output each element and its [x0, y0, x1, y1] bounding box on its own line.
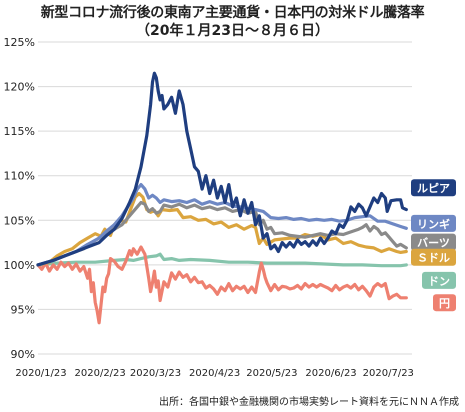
y-tick-label: 110%	[4, 170, 35, 183]
series-label-box-3	[411, 248, 456, 266]
chart-title-line1: 新型コロナ流行後の東南ア主要通貨・日本円の対米ドル騰落率	[40, 5, 425, 21]
series-label-box-2	[411, 233, 456, 251]
series-label-box-0	[411, 179, 456, 197]
x-tick-label: 2020/5/23	[246, 368, 297, 379]
series-label-box-1	[411, 214, 456, 232]
x-tick-label: 2020/3/23	[130, 368, 181, 379]
y-tick-label: 90%	[11, 348, 35, 361]
x-tick-label: 2020/4/23	[189, 368, 240, 379]
series-label-0: ルピア	[417, 182, 450, 195]
x-tick-label: 2020/7/23	[363, 368, 414, 379]
chart-title-line2: （20年１月23日～８月６日）	[136, 23, 329, 39]
series-label-2: バーツ	[417, 237, 450, 250]
y-tick-label: 115%	[4, 125, 35, 138]
source-note: 出所：各国中銀や金融機関の市場実勢レート資料を元にＮＮＡ作成	[159, 397, 459, 408]
y-tick-label: 105%	[4, 214, 35, 227]
y-tick-label: 120%	[4, 81, 35, 94]
series-label-box-4	[422, 271, 456, 289]
series-label-4: ドン	[428, 275, 450, 288]
series-label-box-5	[433, 294, 456, 312]
x-tick-label: 2020/2/23	[75, 368, 126, 379]
chart-title: 新型コロナ流行後の東南ア主要通貨・日本円の対米ドル騰落率 （20年１月23日～８…	[0, 4, 465, 40]
series-label-5: 円	[439, 297, 450, 310]
series-line-5	[36, 245, 408, 325]
series-label-3: Ｓドル	[417, 252, 450, 265]
x-tick-label: 2020/1/23	[15, 368, 66, 379]
y-tick-label: 125%	[4, 36, 35, 49]
y-tick-label: 100%	[4, 259, 35, 272]
x-tick-label: 2020/6/23	[305, 368, 356, 379]
series-line-0	[36, 71, 408, 267]
y-tick-label: 95%	[11, 303, 35, 316]
series-line-4	[36, 252, 408, 268]
series-label-1: リンギ	[417, 217, 450, 231]
